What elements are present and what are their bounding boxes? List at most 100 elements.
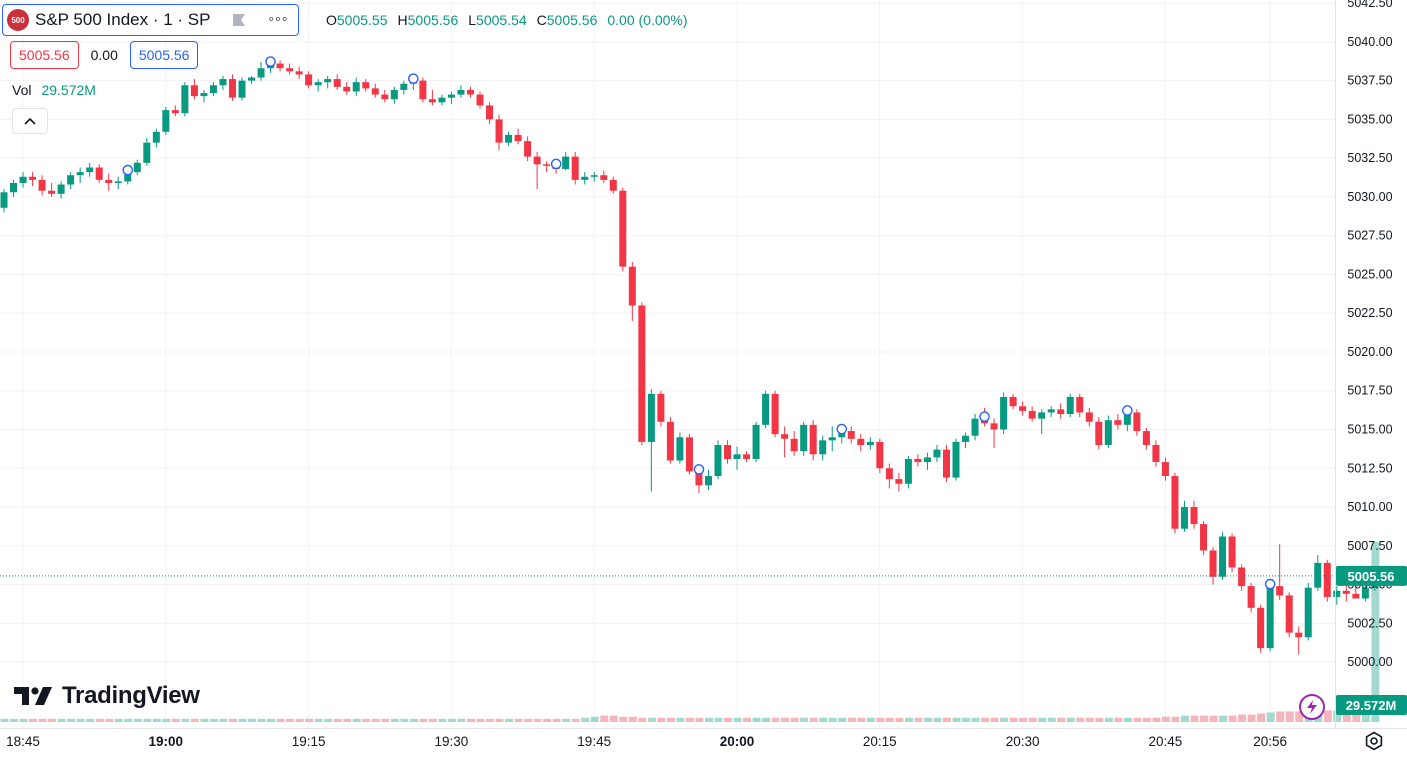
candle: [704, 469, 712, 490]
volume-bar: [505, 718, 514, 722]
candle: [657, 390, 665, 427]
tradingview-logo-text: TradingView: [62, 682, 200, 709]
sell-price-button[interactable]: 5005.56: [10, 41, 79, 69]
volume-bar: [1152, 717, 1161, 722]
volume-bar: [1066, 717, 1075, 722]
volume-bar: [162, 718, 171, 722]
volume-bar: [885, 717, 894, 722]
candle: [171, 105, 179, 117]
event-marker-icon[interactable]: [408, 73, 419, 84]
volume-bar: [1133, 717, 1142, 722]
collapse-legend-button[interactable]: [12, 108, 48, 134]
volume-bar: [286, 718, 295, 722]
volume-bar: [86, 718, 95, 722]
settings-icon[interactable]: [1364, 731, 1384, 751]
candle: [1190, 500, 1198, 529]
volume-bar: [971, 717, 980, 722]
lightning-icon: [1307, 700, 1317, 714]
candle: [1028, 406, 1036, 422]
volume-bar: [676, 717, 685, 722]
candle: [1257, 604, 1265, 653]
event-markers[interactable]: [122, 56, 1276, 590]
volume-bar: [95, 718, 104, 722]
last-price-label: 5005.56: [1348, 569, 1395, 584]
candle: [1095, 417, 1103, 450]
symbol-title[interactable]: S&P 500 Index · 1 · SP: [35, 10, 211, 29]
candle: [76, 167, 84, 183]
price-tick-label: 5012.50: [1347, 461, 1392, 475]
candle: [752, 421, 760, 463]
candle: [1104, 415, 1112, 449]
symbol-header[interactable]: 500 S&P 500 Index · 1 · SP ◦◦◦: [2, 4, 300, 36]
event-marker-icon[interactable]: [1264, 578, 1276, 590]
event-marker-icon[interactable]: [979, 411, 990, 422]
volume-bar: [828, 717, 837, 722]
volume-bar: [400, 718, 409, 722]
candle: [466, 86, 474, 98]
event-marker-icon[interactable]: [693, 464, 705, 475]
candle: [314, 79, 322, 92]
volume-bar: [476, 718, 485, 722]
volume-bar: [29, 718, 38, 722]
volume-bar: [267, 718, 276, 722]
candle: [685, 434, 693, 475]
candle: [1085, 407, 1093, 427]
candle: [419, 77, 427, 103]
volume-bar: [276, 718, 285, 722]
volume-bar: [695, 717, 704, 722]
buy-price-button[interactable]: 5005.56: [129, 41, 199, 69]
candle: [438, 94, 446, 106]
volume-bar: [333, 718, 342, 722]
volume-bar: [904, 717, 913, 722]
volume-bar: [457, 718, 466, 722]
price-tick-label: 5027.50: [1347, 229, 1392, 243]
time-tick-label: 20:45: [1149, 734, 1183, 749]
volume-bar: [314, 718, 323, 722]
candle: [647, 389, 655, 492]
volume-bar: [1038, 717, 1047, 722]
event-marker-icon[interactable]: [836, 423, 848, 435]
time-axis[interactable]: 18:45 19:00 19:15 19:30 19:45 20:00 20:15 20:30…: [6, 734, 1287, 749]
price-tick-label: 5035.00: [1347, 112, 1392, 126]
candle: [257, 62, 265, 81]
volume-bar: [1219, 715, 1228, 722]
candle: [933, 445, 941, 463]
volume-bar: [19, 718, 28, 722]
candle: [476, 91, 484, 109]
volume-bar: [514, 718, 523, 722]
candle: [114, 176, 122, 190]
price-tick-label: 5007.50: [1347, 539, 1392, 553]
volume-bar: [352, 718, 361, 722]
price-axis[interactable]: 5042.50 5040.00 5037.50 5035.00 5032.50 5030.…: [1347, 0, 1392, 669]
candle: [866, 437, 874, 450]
volume-bar: [1247, 714, 1256, 722]
candle: [390, 86, 398, 104]
trade-prices: 5005.56 0.00 5005.56: [10, 41, 199, 69]
event-marker-icon[interactable]: [1122, 405, 1133, 416]
candle: [762, 390, 770, 428]
tradingview-logo[interactable]: TradingView: [14, 682, 200, 710]
event-marker-icon[interactable]: [550, 158, 562, 170]
volume-bar: [38, 718, 47, 722]
flag-icon[interactable]: [232, 13, 246, 27]
price-tick-label: 5022.50: [1347, 306, 1392, 320]
volume-bar: [619, 716, 628, 722]
price-tick-label: 5000.00: [1347, 655, 1392, 669]
volume-bar: [552, 718, 561, 722]
candle: [57, 181, 65, 199]
candle: [1000, 392, 1008, 435]
lightning-button[interactable]: [1299, 694, 1325, 720]
volume-bar: [257, 718, 266, 722]
more-horizontal-icon[interactable]: ◦◦◦: [268, 11, 289, 28]
candle: [19, 172, 27, 188]
event-marker-icon[interactable]: [265, 56, 276, 67]
last-price-tag: 5005.56: [1336, 565, 1407, 586]
volume-bar: [704, 717, 713, 722]
candle: [857, 434, 865, 452]
time-tick-label: 20:30: [1006, 734, 1040, 749]
event-marker-icon[interactable]: [122, 164, 134, 176]
high-label: H: [397, 12, 408, 28]
candle: [1295, 626, 1303, 655]
candle: [105, 173, 113, 191]
